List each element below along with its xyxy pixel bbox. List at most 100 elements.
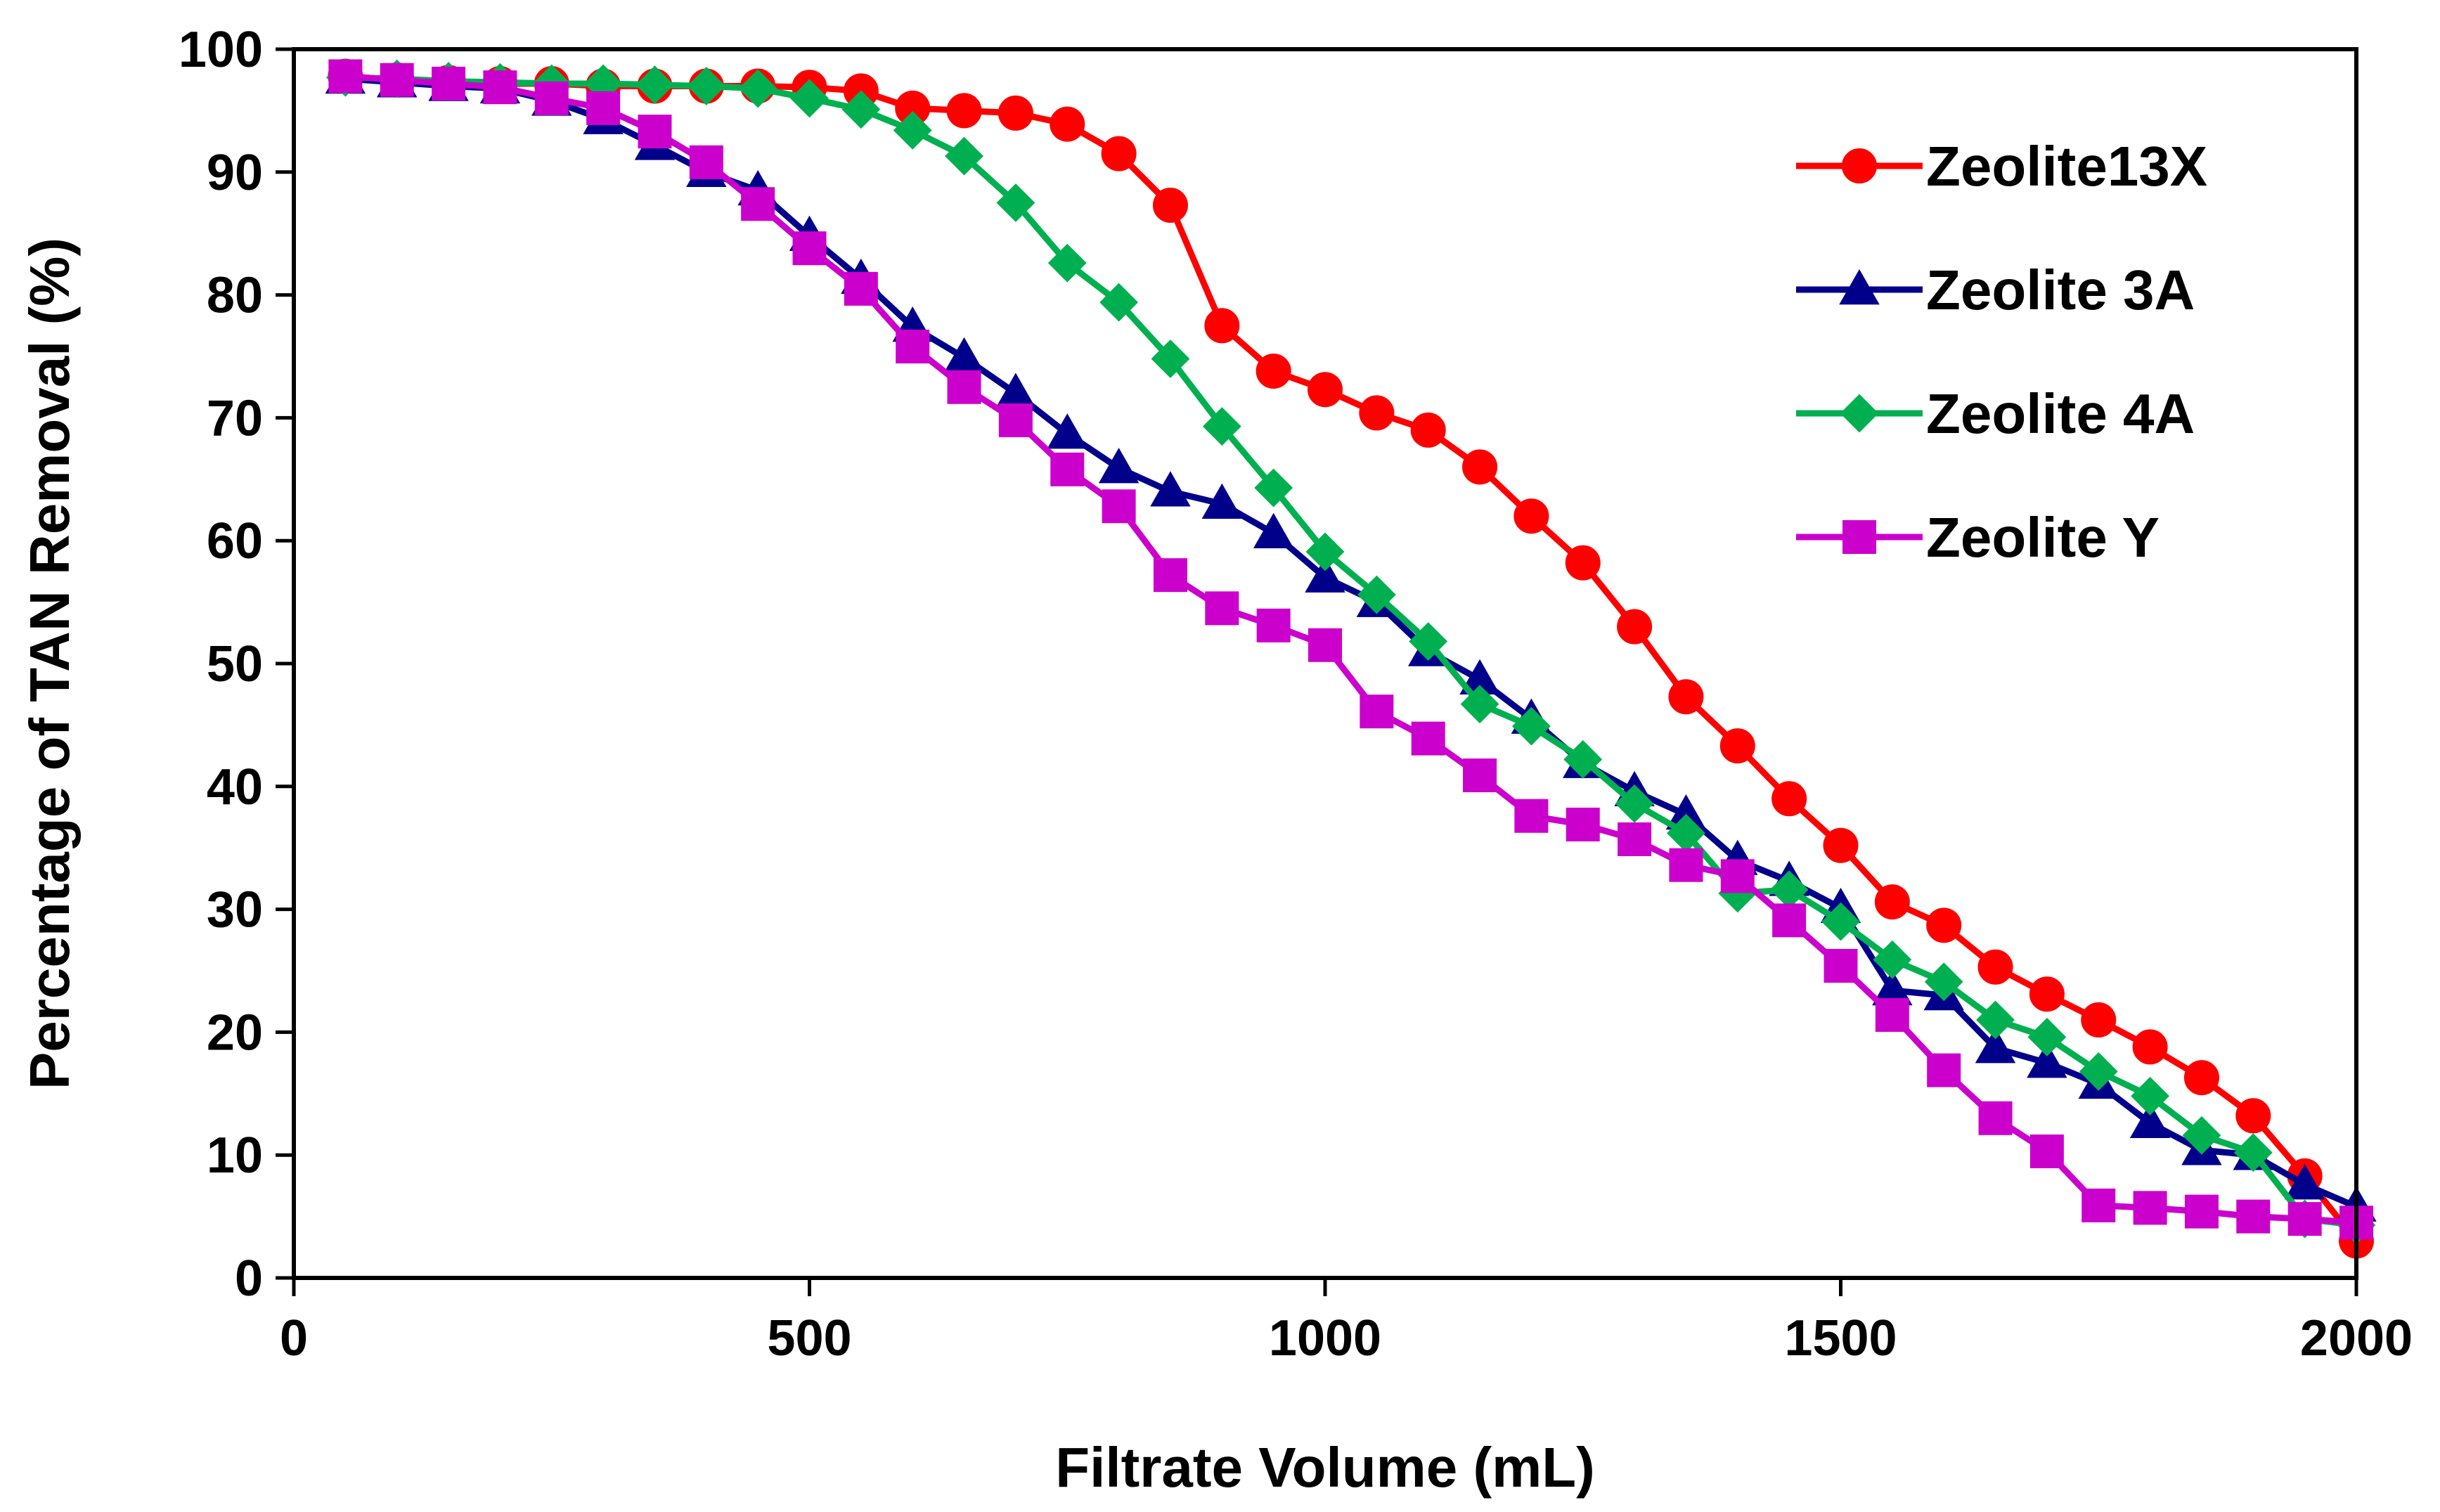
data-point-zeolite-y <box>1308 628 1342 662</box>
data-point-zeolite13x <box>1050 106 1085 142</box>
data-point-zeolite-y <box>2081 1188 2116 1222</box>
data-point-zeolite-y <box>586 91 621 125</box>
data-point-zeolite-4a <box>841 90 881 129</box>
data-point-zeolite-y <box>998 403 1033 437</box>
legend-label: Zeolite Y <box>1926 506 2160 569</box>
data-point-zeolite-4a <box>2131 1076 2170 1116</box>
y-tick-label: 10 <box>207 1127 263 1184</box>
data-point-zeolite13x <box>1152 187 1188 223</box>
data-point-zeolite-y <box>2236 1199 2271 1234</box>
data-point-zeolite13x <box>1977 949 2013 985</box>
data-point-zeolite13x <box>1410 412 1446 448</box>
data-point-zeolite-4a <box>1924 962 1963 1002</box>
legend-label: Zeolite13X <box>1926 135 2207 198</box>
y-axis-title: Percentage of TAN Removal (%) <box>18 238 81 1090</box>
data-point-zeolite-4a <box>1202 407 1241 446</box>
legend-label: Zeolite 4A <box>1926 382 2195 445</box>
data-point-zeolite13x <box>1359 395 1395 431</box>
data-point-zeolite13x <box>1513 498 1549 534</box>
data-point-zeolite-y <box>1514 799 1549 833</box>
plot-area-frame <box>292 47 2358 1280</box>
legend-marker <box>1839 269 1880 305</box>
x-tick-label: 1500 <box>1784 1310 1897 1366</box>
data-point-zeolite13x <box>1617 609 1653 645</box>
data-point-zeolite-4a <box>1409 622 1448 661</box>
y-tick-label: 30 <box>207 882 263 938</box>
data-point-zeolite-4a <box>1821 902 1860 941</box>
series-line-zeolite-3a <box>345 75 2358 1210</box>
data-point-zeolite-y <box>1823 949 1858 983</box>
data-point-zeolite13x <box>2235 1098 2271 1134</box>
data-point-zeolite13x <box>1255 353 1291 389</box>
data-point-zeolite-y <box>638 115 672 149</box>
y-tick-label: 40 <box>207 759 263 815</box>
data-point-zeolite-4a <box>2027 1017 2067 1057</box>
x-tick-label: 1000 <box>1269 1310 1381 1366</box>
data-point-zeolite-y <box>483 70 517 105</box>
data-point-zeolite-y <box>689 145 723 179</box>
data-point-zeolite-4a <box>1151 340 1190 378</box>
data-point-zeolite-y <box>844 271 878 306</box>
data-point-zeolite13x <box>1771 781 1807 817</box>
legend-marker <box>1842 148 1877 183</box>
y-tick-label: 80 <box>207 268 263 324</box>
data-point-zeolite-4a <box>790 79 829 118</box>
data-point-zeolite-4a <box>1460 685 1499 724</box>
data-point-zeolite-4a <box>1873 940 1912 979</box>
data-point-zeolite13x <box>1308 372 1343 408</box>
data-point-zeolite-4a <box>687 67 726 105</box>
data-point-zeolite-3a <box>1047 413 1087 449</box>
data-point-zeolite-4a <box>996 183 1035 222</box>
data-point-zeolite-4a <box>1511 706 1551 746</box>
data-point-zeolite-4a <box>1047 243 1087 283</box>
data-point-zeolite-4a <box>1976 1000 2015 1040</box>
x-tick-label: 0 <box>280 1310 308 1366</box>
data-point-zeolite-y <box>1411 721 1445 756</box>
data-point-zeolite-3a <box>2129 1102 2171 1139</box>
data-point-zeolite-y <box>792 231 827 266</box>
data-point-zeolite-y <box>1256 608 1291 642</box>
data-point-zeolite-4a <box>1254 468 1293 508</box>
legend-item-zeolite13x: Zeolite13X <box>1796 135 2207 198</box>
data-point-zeolite-y <box>1360 694 1394 729</box>
data-point-zeolite-3a <box>1305 557 1345 593</box>
data-point-zeolite-y <box>1050 452 1085 486</box>
data-point-zeolite-y <box>1153 558 1187 593</box>
data-point-zeolite-y <box>741 187 775 221</box>
y-tick-label: 70 <box>207 390 263 446</box>
data-point-zeolite-4a <box>1563 739 1603 779</box>
legend-item-zeolite-3a: Zeolite 3A <box>1796 259 2195 321</box>
data-point-zeolite-3a <box>1150 471 1191 507</box>
data-point-zeolite-4a <box>1099 283 1139 322</box>
y-tick-label: 100 <box>179 22 263 78</box>
data-point-zeolite-y <box>1463 758 1497 793</box>
data-point-zeolite13x <box>1926 907 1962 943</box>
data-point-zeolite-y <box>1205 591 1239 626</box>
legend-marker <box>1842 520 1876 554</box>
data-point-zeolite-4a <box>2182 1116 2221 1155</box>
data-point-zeolite-3a <box>1253 512 1294 548</box>
data-point-zeolite-y <box>1875 997 1909 1032</box>
x-tick-label: 2000 <box>2300 1310 2413 1366</box>
data-point-zeolite-4a <box>1615 784 1654 823</box>
data-point-zeolite-y <box>1669 848 1703 882</box>
x-tick-label: 500 <box>767 1310 851 1366</box>
data-point-zeolite-y <box>2029 1134 2064 1168</box>
data-point-zeolite13x <box>1101 136 1137 172</box>
y-tick-label: 0 <box>235 1251 263 1307</box>
data-point-zeolite-4a <box>1305 532 1345 571</box>
data-point-zeolite-y <box>1927 1053 1961 1087</box>
data-point-zeolite-y <box>328 59 363 93</box>
data-point-zeolite13x <box>1565 545 1601 581</box>
data-point-zeolite-4a <box>945 136 983 176</box>
data-point-zeolite13x <box>2081 1002 2117 1038</box>
data-point-zeolite13x <box>1204 308 1240 344</box>
legend-marker <box>1840 394 1879 433</box>
data-point-zeolite-y <box>1566 807 1600 841</box>
y-tick-label: 90 <box>207 145 263 201</box>
data-point-zeolite-4a <box>2233 1133 2273 1172</box>
data-point-zeolite13x <box>2132 1029 2168 1065</box>
